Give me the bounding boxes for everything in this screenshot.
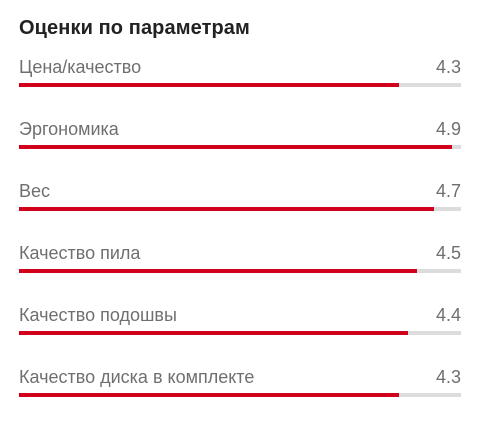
rating-bar-track bbox=[19, 145, 461, 149]
rating-value: 4.3 bbox=[435, 367, 461, 387]
rating-value: 4.9 bbox=[435, 119, 461, 139]
rating-row-price-quality: Цена/качество 4.3 bbox=[19, 54, 461, 116]
rating-bar-fill bbox=[19, 393, 400, 397]
section-title: Оценки по параметрам bbox=[19, 17, 250, 39]
rating-row-disc-quality: Качество диска в комплекте 4.3 bbox=[19, 364, 461, 426]
rating-row-ergonomics: Эргономика 4.9 bbox=[19, 116, 461, 178]
rating-bar-fill bbox=[19, 207, 435, 211]
rating-bar-track bbox=[19, 331, 461, 335]
rating-label: Эргономика bbox=[19, 119, 119, 139]
rating-value: 4.3 bbox=[435, 57, 461, 77]
rating-row-weight: Вес 4.7 bbox=[19, 178, 461, 240]
rating-bar-track bbox=[19, 207, 461, 211]
rating-row-saw-quality: Качество пила 4.5 bbox=[19, 240, 461, 302]
rating-label: Цена/качество bbox=[19, 57, 142, 77]
rating-label: Вес bbox=[19, 181, 51, 201]
rating-bar-fill bbox=[19, 269, 417, 273]
rating-label: Качество пила bbox=[19, 243, 141, 263]
rating-bar-fill bbox=[19, 145, 453, 149]
rating-row-sole-quality: Качество подошвы 4.4 bbox=[19, 302, 461, 364]
rating-bar-track bbox=[19, 269, 461, 273]
rating-value: 4.5 bbox=[435, 243, 461, 263]
rating-value: 4.4 bbox=[435, 305, 461, 325]
rating-bar-fill bbox=[19, 83, 400, 87]
rating-label: Качество подошвы bbox=[19, 305, 177, 325]
rating-bar-track bbox=[19, 393, 461, 397]
ratings-list: Цена/качество 4.3 Эргономика 4.9 Вес 4.7 bbox=[19, 54, 461, 426]
rating-value: 4.7 bbox=[435, 181, 461, 201]
rating-bar-fill bbox=[19, 331, 408, 335]
rating-bar-track bbox=[19, 83, 461, 87]
rating-label: Качество диска в комплекте bbox=[19, 367, 255, 387]
